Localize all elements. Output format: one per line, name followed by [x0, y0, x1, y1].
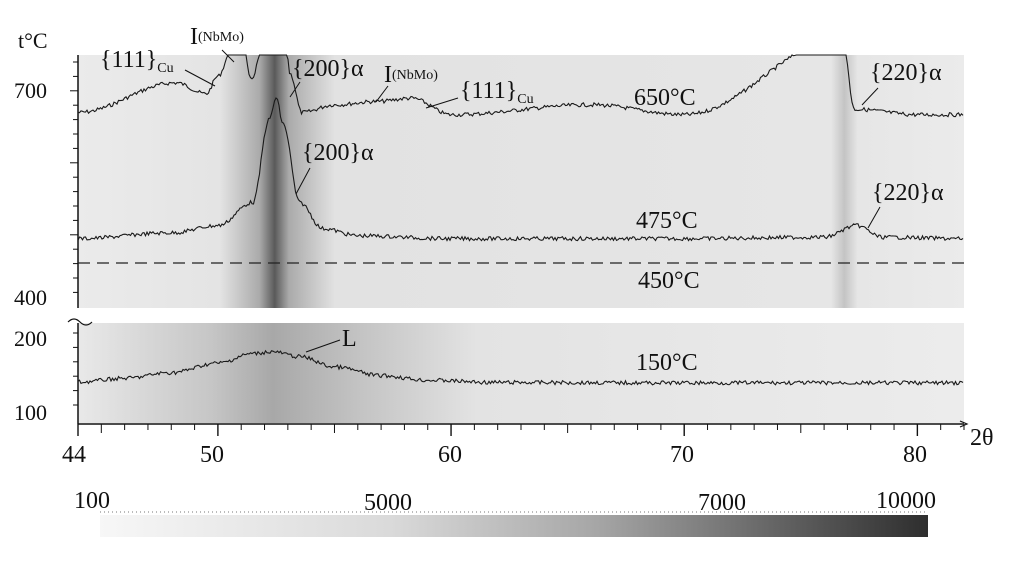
annotation-200a-mid: {200}α — [295, 140, 374, 195]
y-tick-200: 200 — [14, 326, 47, 351]
temp-label-450: 450°C — [638, 268, 700, 294]
temp-label-150: 150°C — [636, 350, 698, 376]
annotation-220a-mid: {220}α — [867, 180, 944, 229]
temp-label-650: 650°C — [634, 85, 696, 111]
annotation-nbmo-right: I(NbMo) — [375, 62, 438, 103]
annotation-220a-top: {220}α — [861, 60, 942, 106]
axis-break-mark — [67, 318, 93, 326]
x-axis-label: 2θ — [970, 425, 994, 451]
y-axis-label: t°C — [18, 28, 48, 53]
annotation-cu111-right: {111}Cu — [425, 78, 534, 109]
series-650C-line — [77, 54, 964, 118]
scale-tick-7000: 7000 — [698, 490, 746, 516]
temp-label-475: 475°C — [636, 208, 698, 234]
svg-text:{200}α: {200}α — [302, 140, 374, 166]
annotation-cu111-left: {111}Cu — [100, 47, 216, 87]
scale-tick-10000: 10000 — [876, 488, 936, 514]
annotation-200a-top: {200}α — [289, 56, 364, 98]
annotation-nbmo-left: I(NbMo) — [190, 24, 244, 63]
upper-heatmap-panel — [78, 55, 964, 308]
svg-text:{220}α: {220}α — [870, 60, 942, 86]
y-tick-100: 100 — [14, 400, 47, 425]
color-scale-bar — [100, 515, 928, 537]
annotation-liquid: L — [305, 326, 357, 353]
x-tick-70: 70 — [670, 442, 694, 468]
svg-text:I(NbMo): I(NbMo) — [190, 24, 244, 50]
x-axis-arrow — [959, 420, 969, 428]
svg-text:{111}Cu: {111}Cu — [460, 78, 534, 107]
series-475C-line — [77, 97, 964, 242]
series-150C-line — [77, 349, 964, 387]
x-tick-60: 60 — [438, 442, 462, 468]
y-minor-ticks — [70, 61, 78, 406]
x-ticks — [77, 424, 965, 436]
svg-text:{111}Cu: {111}Cu — [100, 47, 174, 76]
svg-text:{220}α: {220}α — [872, 180, 944, 206]
x-tick-80: 80 — [903, 442, 927, 468]
svg-text:{200}α: {200}α — [292, 56, 364, 82]
svg-text:I(NbMo): I(NbMo) — [384, 62, 438, 88]
intensity-color-scale: 100 5000 7000 10000 — [74, 488, 936, 537]
svg-text:L: L — [342, 326, 357, 352]
x-tick-44: 44 — [62, 442, 86, 468]
scale-tick-100: 100 — [74, 488, 110, 514]
lower-heatmap-panel — [78, 323, 964, 423]
y-tick-400: 400 — [14, 285, 47, 310]
y-tick-700: 700 — [14, 78, 47, 103]
scale-tick-5000: 5000 — [364, 490, 412, 516]
x-tick-50: 50 — [200, 442, 224, 468]
